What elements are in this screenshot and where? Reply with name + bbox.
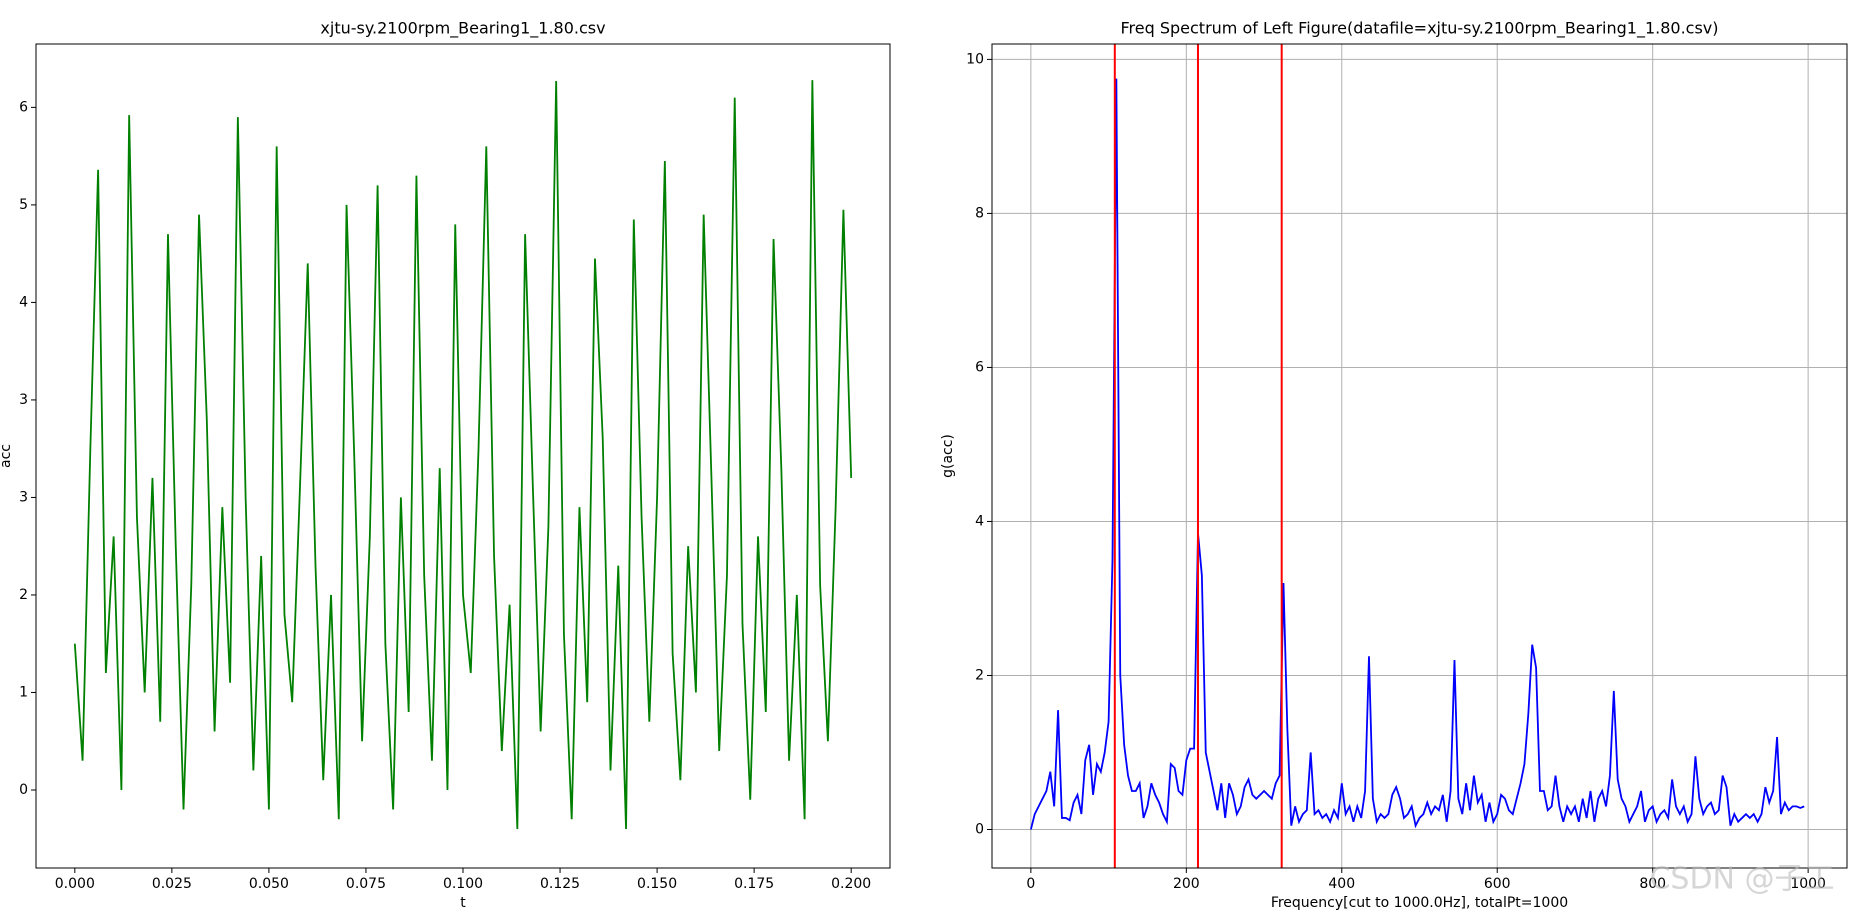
axes-frame: [35, 43, 891, 869]
watermark: CSDN @子工: [1649, 862, 1834, 897]
x-tick-label: 0.125: [540, 876, 580, 892]
x-tick-label: 400: [1328, 876, 1355, 892]
y-tick-label: 4: [19, 294, 28, 310]
y-tick-label: 3: [19, 489, 28, 505]
y-tick-label: 8: [975, 205, 984, 221]
x-tick-label: 0.150: [637, 876, 677, 892]
chart-title: Freq Spectrum of Left Figure(datafile=xj…: [1121, 19, 1719, 39]
x-axis-label: Frequency[cut to 1000.0Hz], totalPt=1000: [1271, 895, 1568, 911]
x-tick-label: 0.200: [831, 876, 871, 892]
y-tick-label: 0: [975, 821, 984, 837]
y-tick-label: 4: [975, 513, 984, 529]
y-tick-label: 1: [19, 684, 28, 700]
x-tick-label: 0.100: [443, 876, 483, 892]
y-tick-label: 3: [19, 392, 28, 408]
y-tick-label: 6: [19, 99, 28, 115]
x-tick-label: 0.075: [346, 876, 386, 892]
x-tick-label: 1000: [1790, 876, 1826, 892]
y-tick-label: 2: [975, 667, 984, 683]
data-line: [73, 80, 853, 830]
x-tick-label: 0: [1026, 876, 1035, 892]
x-tick-label: 0.050: [249, 876, 289, 892]
y-tick-label: 10: [966, 51, 984, 67]
x-tick-label: 0.000: [55, 876, 95, 892]
y-tick-label: 5: [19, 197, 28, 213]
y-tick-label: 2: [19, 587, 28, 603]
x-tick-label: 600: [1484, 876, 1511, 892]
y-axis-label: acc: [0, 444, 14, 468]
x-tick-label: 0.025: [152, 876, 192, 892]
y-axis-label: g(acc): [940, 434, 956, 478]
y-tick-label: 0: [19, 782, 28, 798]
x-tick-label: 800: [1639, 876, 1666, 892]
plot: 0 200 400 600 800 1000 0 2 4 6 8 10 Freq Spectrum of…: [940, 19, 1848, 911]
x-tick-label: 0.175: [734, 876, 774, 892]
data-line: [1029, 78, 1805, 830]
x-tick-label: 200: [1173, 876, 1200, 892]
plot: 0.000 0.025 0.050 0.075 0.100 0.125 0.150 0.175…: [0, 19, 891, 911]
axes-frame: [991, 43, 1848, 869]
x-axis-label: t: [460, 895, 466, 911]
y-tick-label: 6: [975, 359, 984, 375]
chart-title: xjtu-sy.2100rpm_Bearing1_1.80.csv: [320, 19, 605, 39]
